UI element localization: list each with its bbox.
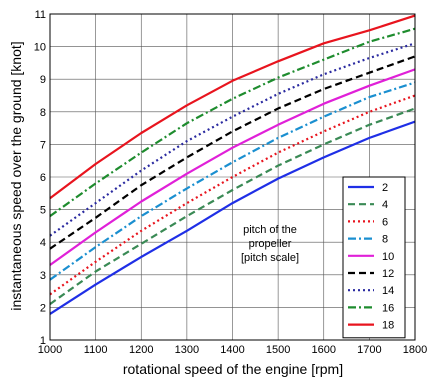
y-tick-label: 7	[40, 139, 46, 151]
y-tick-label: 5	[40, 205, 46, 217]
x-tick-label: 1400	[220, 344, 244, 356]
x-axis-label: rotational speed of the engine [rpm]	[123, 361, 343, 377]
series-line-pitch-2	[49, 120, 416, 315]
y-tick-label: 6	[40, 172, 46, 184]
series-line-pitch-18	[49, 14, 416, 200]
legend-label: 8	[382, 234, 388, 246]
legend-label: 10	[382, 251, 394, 263]
series-line-pitch-8	[49, 81, 416, 281]
annotation-line-1: pitch of the	[243, 224, 297, 236]
annotation-line-2: propeller	[249, 238, 292, 250]
legend-label: 2	[382, 182, 388, 194]
y-tick-label: 1	[40, 335, 46, 347]
y-tick-label: 2	[40, 302, 46, 314]
x-tick-label: 1500	[266, 344, 290, 356]
legend-label: 12	[382, 268, 394, 280]
plot-frame	[49, 13, 416, 341]
series-line-pitch-14	[49, 42, 416, 237]
legend-label: 16	[382, 302, 394, 314]
x-tick-label: 1300	[175, 344, 199, 356]
x-tick-label: 1800	[403, 344, 427, 356]
y-tick-label: 10	[34, 42, 46, 54]
x-tick-labels: 1000 1100 1200 1300 1400 1500 1600 1700 1800	[38, 344, 427, 356]
y-tick-label: 4	[40, 237, 46, 249]
series-line-pitch-4	[49, 107, 416, 305]
series-line-pitch-10	[49, 68, 416, 266]
y-tick-labels: 1 2 3 4 5 6 7 8 9 10 11	[34, 9, 46, 347]
legend: 2 4 6 8 10 12 14 16 18	[342, 176, 406, 339]
y-tick-label: 8	[40, 107, 46, 119]
y-tick-label: 11	[35, 9, 46, 21]
x-tick-label: 1200	[129, 344, 153, 356]
pitch-annotation: pitch of the propeller [pitch scale]	[241, 224, 299, 264]
legend-box	[342, 176, 406, 339]
x-tick-label: 1100	[84, 344, 108, 356]
y-tick-label: 9	[40, 74, 46, 86]
x-tick-label: 1000	[38, 344, 62, 356]
y-tick-label: 3	[40, 270, 46, 282]
legend-label: 14	[382, 285, 394, 297]
y-axis-label: instantaneous speed over the ground [kno…	[8, 41, 24, 310]
x-tick-label: 1700	[357, 344, 381, 356]
legend-label: 18	[382, 320, 394, 332]
x-tick-label: 1600	[312, 344, 336, 356]
annotation-line-3: [pitch scale]	[241, 252, 299, 264]
legend-label: 6	[382, 216, 388, 228]
legend-label: 4	[382, 199, 388, 211]
series-layer	[49, 14, 416, 315]
